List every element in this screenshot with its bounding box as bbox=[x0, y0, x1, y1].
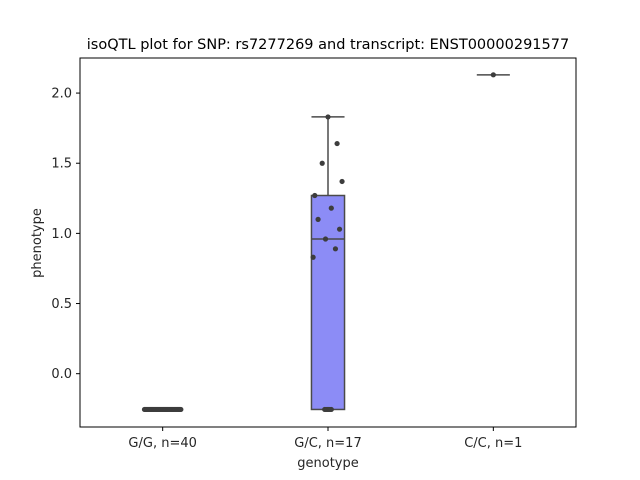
data-point bbox=[325, 114, 331, 120]
data-point bbox=[336, 226, 343, 232]
data-point bbox=[319, 160, 325, 166]
x-tick-label: G/C, n=17 bbox=[294, 436, 361, 451]
data-point bbox=[178, 406, 184, 413]
data-point bbox=[328, 406, 334, 413]
data-point bbox=[332, 246, 339, 252]
y-axis: 0.0 0.5 1.0 1.5 2.0 bbox=[51, 87, 80, 382]
data-point bbox=[310, 254, 316, 260]
chart-title: isoQTL plot for SNP: rs7277269 and trans… bbox=[87, 37, 569, 53]
data-point bbox=[334, 140, 340, 147]
data-point bbox=[339, 178, 345, 185]
data-point bbox=[312, 192, 318, 199]
data-point bbox=[322, 236, 329, 242]
data-point bbox=[328, 205, 334, 211]
y-tick-label: 1.5 bbox=[51, 157, 72, 172]
box-layer bbox=[146, 74, 510, 411]
x-tick-label: G/G, n=40 bbox=[128, 436, 196, 451]
y-axis-title: phenotype bbox=[30, 208, 45, 278]
box-1 bbox=[310, 116, 346, 411]
y-tick-label: 0.5 bbox=[51, 297, 72, 312]
y-tick-label: 2.0 bbox=[51, 87, 72, 102]
data-point bbox=[490, 72, 496, 78]
y-tick-label: 0.0 bbox=[51, 367, 72, 382]
y-tick-label: 1.0 bbox=[51, 227, 72, 242]
x-axis-title: genotype bbox=[297, 456, 358, 471]
point-layer bbox=[141, 72, 496, 413]
x-tick-label: C/C, n=1 bbox=[464, 436, 522, 451]
data-point bbox=[315, 216, 321, 222]
x-axis: G/G, n=40 G/C, n=17 C/C, n=1 bbox=[128, 427, 522, 451]
